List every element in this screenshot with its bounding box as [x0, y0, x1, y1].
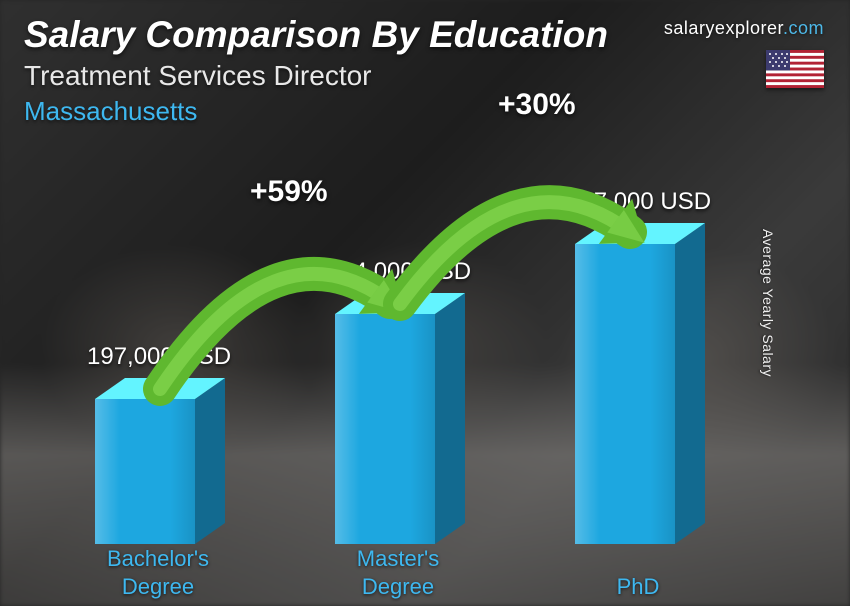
- bar-front: [335, 314, 435, 544]
- bar-category: PhD: [563, 573, 713, 601]
- bar-value: 314,000 USD: [327, 258, 471, 286]
- bar-value: 197,000 USD: [87, 343, 231, 371]
- bar: [335, 314, 465, 544]
- location: Massachusetts: [24, 96, 826, 127]
- bar-front: [575, 244, 675, 544]
- bar: [95, 399, 225, 544]
- country-flag-icon: [766, 50, 824, 88]
- bar-side: [435, 293, 465, 544]
- bar-chart: 197,000 USD Bachelor's Degree 314,000 USD M…: [0, 126, 850, 606]
- brand-logo: salaryexplorer.com: [664, 18, 824, 39]
- bar-front: [95, 399, 195, 544]
- bar-side: [195, 378, 225, 544]
- bar-category: Bachelor's Degree: [83, 545, 233, 600]
- brand-name: salaryexplorer: [664, 18, 783, 38]
- job-title: Treatment Services Director: [24, 60, 826, 92]
- bar-side: [675, 223, 705, 544]
- bar: [575, 244, 705, 544]
- bar-category: Master's Degree: [323, 545, 473, 600]
- increase-pct: +59%: [250, 175, 328, 209]
- bar-value: 407,000 USD: [567, 188, 711, 216]
- brand-suffix: .com: [783, 18, 824, 38]
- increase-pct: +30%: [498, 88, 576, 122]
